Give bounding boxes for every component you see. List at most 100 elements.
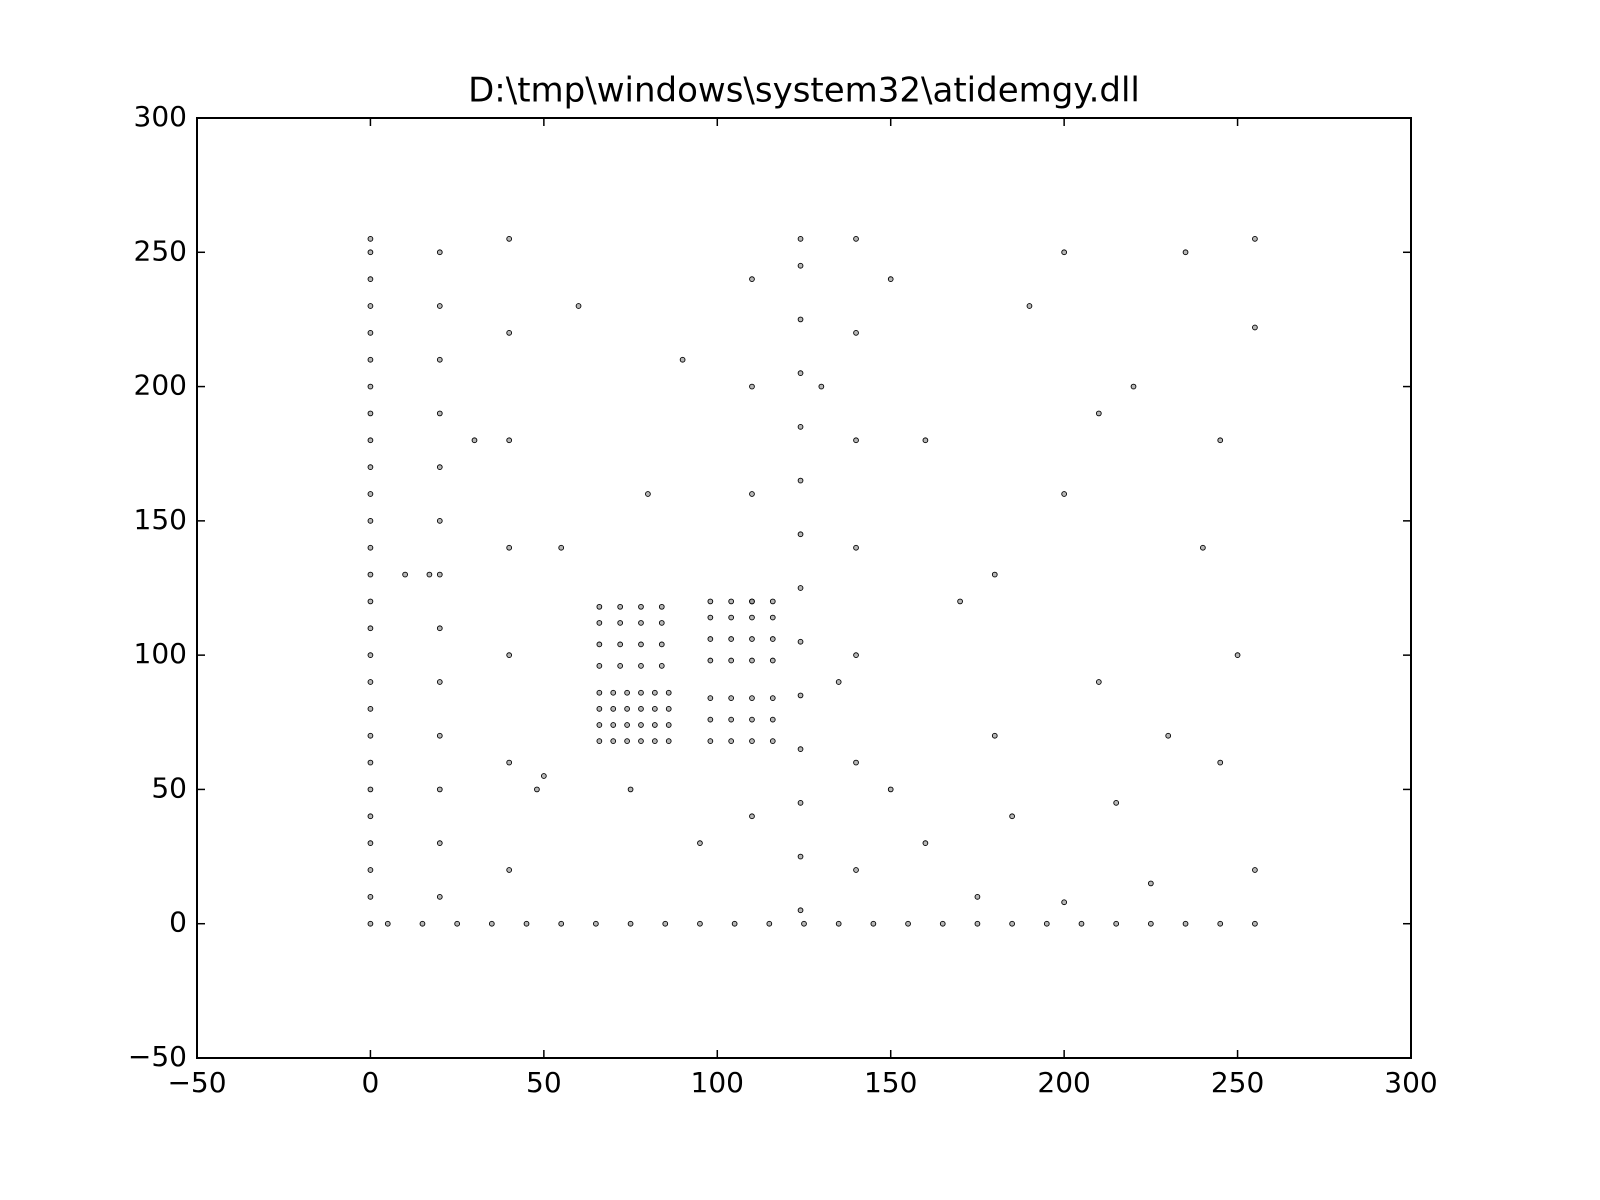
point [922,437,929,444]
point [853,236,859,242]
point [645,491,651,497]
point [749,383,755,390]
point [367,706,374,712]
point [957,598,963,605]
point [1026,303,1033,309]
point [610,706,617,712]
point [617,641,624,648]
point [939,920,946,927]
point [367,464,374,470]
point [638,706,644,712]
point [769,716,776,723]
point [367,249,374,256]
point [367,356,374,363]
point [454,920,460,927]
point [367,598,374,605]
point [922,840,929,846]
point [749,716,755,723]
point [367,732,374,739]
point [728,738,735,744]
point [707,695,714,701]
point [596,722,603,728]
point [652,706,658,712]
point [797,531,804,538]
point [367,920,374,927]
point [797,424,804,430]
point [728,598,735,605]
point [367,867,374,873]
point [419,920,426,927]
point [665,689,672,696]
point [749,614,755,621]
point [853,544,859,551]
point [853,867,859,873]
chart-title: D:\tmp\windows\system32\atidemgy.dll [468,71,1140,111]
point [769,636,776,642]
point [835,920,842,927]
point [707,614,714,621]
point [652,738,658,744]
point [797,370,804,376]
point [658,641,665,648]
point [652,722,658,728]
point [728,716,735,723]
y-tick-label: 150 [134,503,187,536]
point [801,920,807,927]
point [596,641,603,648]
y-tick-label: 250 [134,234,187,267]
point [697,840,703,846]
point [610,722,617,728]
point [624,722,630,728]
point [367,544,374,551]
point [749,276,755,282]
point [853,330,859,336]
point [797,853,804,860]
point [769,695,776,701]
point [749,813,755,820]
point [652,689,658,696]
point [853,759,859,766]
point [797,800,804,806]
point [610,689,617,696]
point [638,641,644,648]
point [558,920,565,927]
point [1182,249,1189,256]
point [627,786,634,793]
point [506,759,513,766]
point [797,692,804,699]
point [797,638,804,645]
point [436,840,443,846]
point [436,356,443,363]
point [1217,437,1224,444]
point [367,786,374,793]
point [749,491,755,497]
point [797,236,804,242]
point [797,316,804,323]
point [665,722,672,728]
point [367,679,374,685]
point [853,437,859,444]
point [436,679,443,685]
point [384,920,391,927]
point [991,571,998,578]
point [624,689,630,696]
point [658,603,665,610]
point [1148,920,1154,927]
point [436,894,443,900]
point [436,571,443,578]
point [658,620,665,626]
point [1165,732,1172,739]
point [1217,920,1224,927]
point [835,679,842,685]
point [506,867,513,873]
point [367,491,374,497]
point [506,544,513,551]
point [769,738,776,744]
y-tick-label: 50 [151,771,187,804]
point [367,813,374,820]
point [436,732,443,739]
point [506,437,513,444]
point [436,625,443,632]
point [1130,383,1137,390]
